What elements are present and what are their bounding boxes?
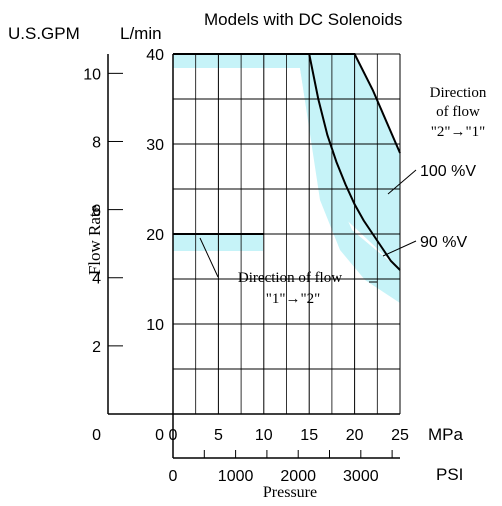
mpa-unit: MPa [428, 425, 464, 444]
gpm-tick-label: 8 [92, 134, 101, 151]
flow-2-1-label-2: of flow [436, 104, 480, 120]
lmin-axis-unit: L/min [120, 24, 162, 43]
psi-tick-label: 0 [169, 468, 178, 485]
y-axis-label: Flow Rate [85, 205, 104, 275]
tolerance-band-90 [300, 54, 400, 303]
tick-labels: 0 5 10 15 20 25 0 1000 2000 3000 0 10 20 30 40 0 2 4 6 8 10 [83, 47, 409, 485]
gpm-tick-label: 6 [92, 203, 101, 220]
mpa-tick-label: 10 [255, 427, 273, 444]
lmin-tick-label: 0 [155, 427, 164, 444]
flow-1-2-leader [199, 237, 219, 278]
axes [107, 54, 400, 459]
mpa-tick-label: 5 [214, 427, 223, 444]
series-leader-100 [387, 169, 417, 195]
psi-tick-label: 1000 [218, 468, 254, 485]
gpm-tick-label: 4 [92, 271, 101, 288]
flow-1-2-label-2: "1"→"2" [266, 291, 321, 307]
series-line-90 [308, 53, 401, 271]
lmin-tick-label: 40 [146, 47, 164, 64]
mpa-tick-label: 0 [169, 427, 178, 444]
series-line-100 [173, 53, 401, 154]
gpm-tick-label: 0 [92, 427, 101, 444]
psi-tick-label: 3000 [343, 468, 379, 485]
series-leader-90 [382, 240, 417, 257]
series-label-90: 90 %V [420, 234, 467, 251]
flow-2-1-label-1: Direction [430, 85, 487, 101]
lmin-tick-label: 20 [146, 227, 164, 244]
chart-title: Models with DC Solenoids [204, 10, 402, 29]
mpa-tick-label: 15 [300, 427, 318, 444]
lmin-tick-label: 30 [146, 137, 164, 154]
gpm-tick-label: 10 [83, 66, 101, 83]
mpa-tick-label: 25 [391, 427, 409, 444]
flow-2-1-label-3: "2"→"1" [431, 124, 486, 140]
gpm-tick-label: 2 [92, 339, 101, 356]
curves [173, 53, 401, 271]
lmin-tick-label: 10 [146, 317, 164, 334]
flow-1-2-label-1: Direction of flow [238, 270, 342, 286]
psi-tick-label: 2000 [280, 468, 316, 485]
mpa-tick-label: 20 [346, 427, 364, 444]
psi-unit: PSI [436, 465, 463, 484]
x-axis-label: Pressure [263, 484, 317, 501]
series-label-100: 100 %V [420, 163, 476, 180]
gpm-axis-unit: U.S.GPM [8, 24, 80, 43]
